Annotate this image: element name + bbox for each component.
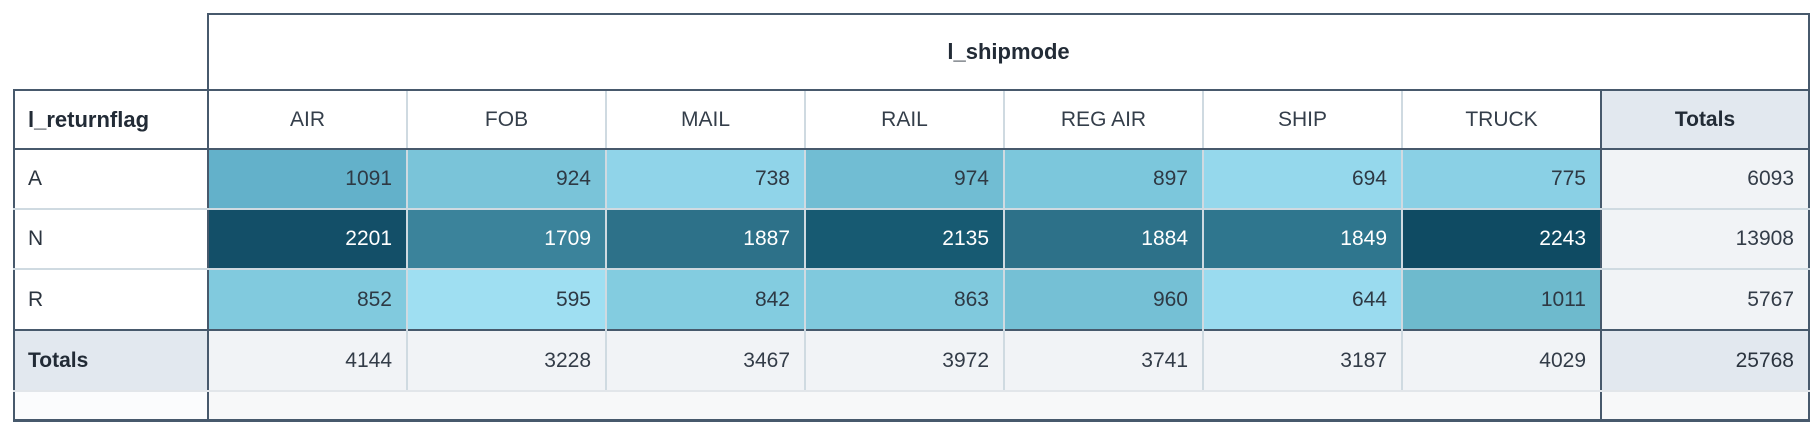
column-total-cell[interactable]: 3972 [805, 329, 1005, 392]
footer-spacer-middle [208, 391, 1601, 422]
pivot-cell[interactable]: 1884 [1004, 209, 1204, 270]
pivot-cell[interactable]: 1887 [606, 209, 806, 270]
column-total-cell[interactable]: 4144 [208, 329, 408, 392]
column-header-air[interactable]: AIR [208, 89, 408, 150]
row-label-a: A [13, 149, 209, 210]
totals-row: Totals 4144 3228 3467 3972 3741 3187 402… [13, 329, 1810, 392]
pivot-cell[interactable]: 1091 [208, 149, 408, 210]
pivot-cell[interactable]: 775 [1402, 149, 1601, 210]
column-header-fob[interactable]: FOB [407, 89, 607, 150]
row-total-cell[interactable]: 13908 [1600, 209, 1810, 270]
pivot-cell[interactable]: 2243 [1402, 209, 1601, 270]
table-row: N 2201 1709 1887 2135 1884 1849 2243 139… [13, 209, 1810, 270]
pivot-cell[interactable]: 863 [805, 269, 1005, 330]
column-total-cell[interactable]: 3187 [1203, 329, 1403, 392]
table-row: R 852 595 842 863 960 644 1011 5767 [13, 269, 1810, 330]
pivot-cell[interactable]: 694 [1203, 149, 1403, 210]
pivot-table: l_shipmode l_returnflag AIR FOB MAIL RAI… [13, 13, 1810, 422]
pivot-cell[interactable]: 974 [805, 149, 1005, 210]
row-total-cell[interactable]: 5767 [1600, 269, 1810, 330]
pivot-cell[interactable]: 738 [606, 149, 806, 210]
footer-spacer-right [1600, 391, 1810, 422]
totals-row-label: Totals [13, 329, 209, 392]
pivot-cell[interactable]: 924 [407, 149, 607, 210]
pivot-cell[interactable]: 1011 [1402, 269, 1601, 330]
grand-total-cell[interactable]: 25768 [1600, 329, 1810, 392]
row-field-header: l_returnflag [13, 89, 209, 150]
pivot-cell[interactable]: 644 [1203, 269, 1403, 330]
pivot-cell[interactable]: 1709 [407, 209, 607, 270]
pivot-cell[interactable]: 2201 [208, 209, 408, 270]
column-header-rail[interactable]: RAIL [805, 89, 1005, 150]
column-header-reg-air[interactable]: REG AIR [1004, 89, 1204, 150]
column-total-cell[interactable]: 3467 [606, 329, 806, 392]
footer-spacer-row [13, 391, 1810, 422]
column-total-cell[interactable]: 3228 [407, 329, 607, 392]
row-totals-column-header: Totals [1600, 89, 1810, 150]
top-left-spacer [14, 14, 208, 90]
column-field-header: l_shipmode [207, 13, 1810, 91]
pivot-cell[interactable]: 842 [606, 269, 806, 330]
row-total-cell[interactable]: 6093 [1600, 149, 1810, 210]
row-label-n: N [13, 209, 209, 270]
pivot-cell[interactable]: 1849 [1203, 209, 1403, 270]
pivot-cell[interactable]: 852 [208, 269, 408, 330]
column-header-mail[interactable]: MAIL [606, 89, 806, 150]
column-header-ship[interactable]: SHIP [1203, 89, 1403, 150]
pivot-cell[interactable]: 2135 [805, 209, 1005, 270]
footer-spacer-left [13, 391, 209, 422]
column-total-cell[interactable]: 4029 [1402, 329, 1601, 392]
column-total-cell[interactable]: 3741 [1004, 329, 1204, 392]
pivot-cell[interactable]: 595 [407, 269, 607, 330]
table-row: A 1091 924 738 974 897 694 775 6093 [13, 149, 1810, 210]
column-header-truck[interactable]: TRUCK [1402, 89, 1601, 150]
pivot-cell[interactable]: 897 [1004, 149, 1204, 210]
pivot-cell[interactable]: 960 [1004, 269, 1204, 330]
row-label-r: R [13, 269, 209, 330]
